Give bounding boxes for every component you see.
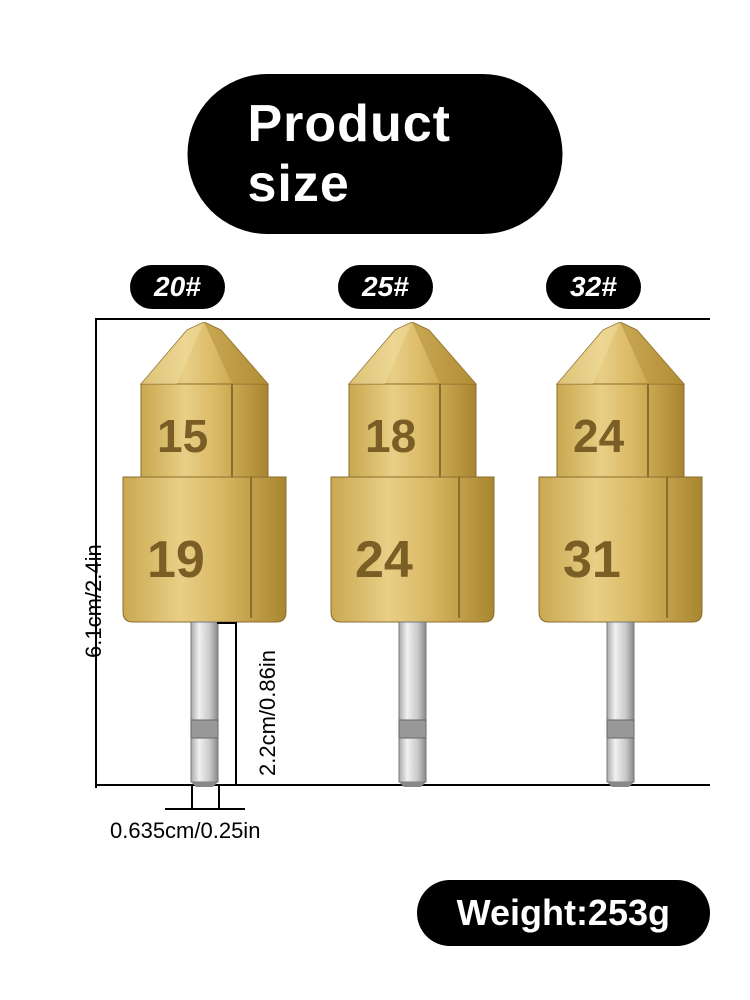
svg-text:24: 24 — [355, 531, 413, 589]
dim-tick-right — [218, 786, 220, 810]
svg-text:18: 18 — [365, 410, 416, 462]
size-pill-25: 25# — [338, 265, 433, 309]
bit-svg: 18 24 — [325, 322, 500, 787]
svg-text:24: 24 — [573, 410, 625, 462]
dim-height-label: 6.1cm/2.4in — [81, 544, 107, 658]
dim-tick-left — [191, 786, 193, 810]
drill-bit-25: 18 24 — [325, 322, 500, 787]
title-pill: Product size — [188, 74, 563, 234]
size-pill-20: 20# — [130, 265, 225, 309]
weight-text: Weight:253g — [457, 892, 670, 934]
dim-shank-length-label: 2.2cm/0.86in — [255, 650, 281, 776]
size-pill-32: 32# — [546, 265, 641, 309]
dim-shank-width-line — [165, 808, 245, 810]
bit-num-bottom: 19 — [147, 531, 205, 589]
dim-tick — [217, 622, 237, 624]
size-label: 32# — [570, 271, 617, 303]
size-label: 20# — [154, 271, 201, 303]
drill-bit-32: 24 31 — [533, 322, 708, 787]
size-label: 25# — [362, 271, 409, 303]
title-text: Product size — [248, 94, 503, 214]
bit-num-top: 15 — [157, 410, 208, 462]
weight-pill: Weight:253g — [417, 880, 710, 946]
dim-shank-width-label: 0.635cm/0.25in — [110, 818, 260, 844]
bit-svg: 24 31 — [533, 322, 708, 787]
bits-area: 6.1cm/2.4in — [95, 318, 710, 788]
dim-shank-length-line — [235, 622, 237, 784]
dim-line-top — [95, 318, 710, 320]
svg-text:31: 31 — [563, 531, 621, 589]
